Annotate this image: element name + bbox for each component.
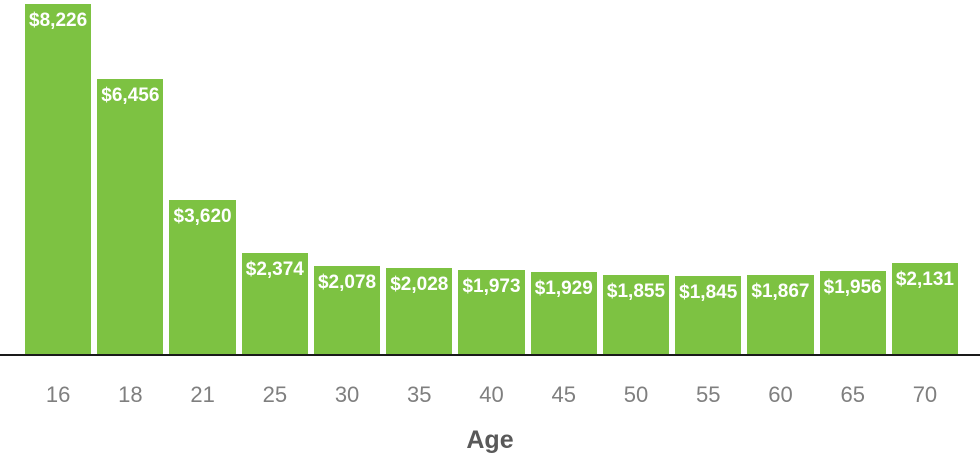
bar-slot: $8,226 (25, 4, 92, 354)
bar-slot: $2,028 (386, 4, 453, 354)
x-tick-label: 45 (551, 382, 576, 407)
x-axis-title: Age (466, 426, 514, 454)
x-axis-line (0, 354, 980, 356)
bar: $1,973 (458, 270, 525, 354)
x-tick-label: 30 (334, 382, 360, 407)
x-tick-label: 70 (912, 382, 938, 407)
x-tick-label: 21 (190, 382, 215, 407)
bar-slot: $1,845 (675, 4, 742, 354)
bar-slot: $1,867 (747, 4, 814, 354)
x-tick-label: 18 (118, 382, 143, 407)
bar: $2,131 (891, 263, 959, 354)
bar-value-label: $2,078 (317, 271, 377, 293)
bar: $2,028 (386, 267, 453, 354)
x-tick-label: 60 (768, 382, 793, 407)
bar-value-label: $8,226 (29, 10, 88, 31)
bar: $3,620 (169, 199, 236, 354)
bar-slot: $2,078 (313, 4, 381, 354)
x-tick-label: 55 (695, 382, 721, 407)
x-axis-ticks: 16 18 21 25 30 35 40 45 50 55 60 65 70 (0, 382, 980, 408)
bar-value-label: $1,867 (751, 280, 810, 302)
bar-slot: $3,620 (169, 4, 236, 354)
bar: $6,456 (97, 79, 164, 354)
bar-slot: $1,929 (530, 4, 597, 354)
bar: $1,929 (530, 271, 597, 354)
bar-value-label: $2,131 (895, 269, 954, 291)
bar-value-label: $1,845 (679, 281, 738, 303)
bar-value-label: $1,956 (823, 276, 882, 298)
bar: $2,374 (241, 253, 308, 354)
x-tick-label: 50 (623, 382, 649, 407)
x-tick-label: 25 (262, 382, 288, 407)
bar-value-label: $1,973 (462, 276, 521, 298)
x-tick-label: 35 (407, 382, 432, 407)
plot-area: $8,226 $6,456 $3,620 $2,374 $2,078 $2,028 $1,9… (0, 4, 980, 354)
bar: $1,845 (675, 275, 742, 354)
bar-slot: $1,973 (458, 4, 525, 354)
bar-slot: $2,131 (891, 4, 959, 354)
x-tick-label: 40 (479, 382, 504, 407)
x-tick-label: 65 (840, 382, 865, 407)
bar-value-label: $2,374 (245, 259, 304, 280)
bar-value-label: $3,620 (173, 205, 232, 227)
bar: $1,867 (747, 274, 814, 354)
bar-slot: $1,956 (819, 4, 886, 354)
x-tick-label: 16 (45, 382, 71, 407)
bar-value-label: $1,929 (534, 277, 593, 299)
bar-value-label: $2,028 (390, 273, 449, 295)
bar: $2,078 (313, 265, 381, 354)
bar-slot: $1,855 (602, 4, 670, 354)
bar-value-label: $1,855 (606, 281, 666, 303)
bar-slot: $2,374 (241, 4, 308, 354)
bar-value-label: $6,456 (101, 85, 160, 107)
bar: $8,226 (25, 4, 92, 354)
bar: $1,855 (602, 275, 670, 354)
bar: $1,956 (819, 270, 886, 354)
bar-slot: $6,456 (97, 4, 164, 354)
